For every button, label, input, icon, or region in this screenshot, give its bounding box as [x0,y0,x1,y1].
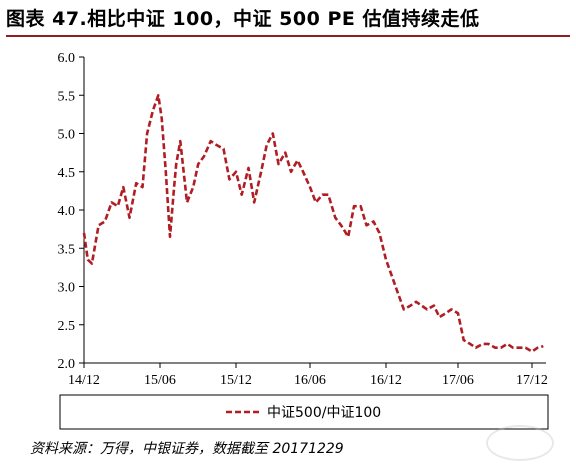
axes [83,57,546,364]
x-axis-ticks: 14/12 15/06 15/12 16/06 16/12 17/06 17/12 [68,363,548,388]
x-tick-label: 15/06 [144,373,176,388]
series-layer [82,93,544,353]
y-tick-label: 3.0 [58,281,76,296]
series-line [82,93,544,353]
x-tick-label: 17/06 [442,373,474,388]
x-tick-label: 16/06 [294,373,326,388]
chart-title: 图表 47.相比中证 100，中证 500 PE 估值持续走低 [6,8,480,30]
y-tick-label: 5.0 [58,128,76,143]
y-tick-label: 3.5 [58,242,76,257]
x-tick-label: 14/12 [68,373,100,388]
y-tick-label: 5.5 [58,89,76,104]
pe-ratio-line-chart: 6.0 5.5 5.0 4.5 4.0 3.5 3.0 2.5 2.0 14/12 15/06 15… [58,51,549,430]
y-tick-label: 2.5 [58,319,76,334]
legend: 中证500/中证100 [59,394,549,430]
watermark-seal [486,425,554,461]
legend-box [59,394,549,430]
y-tick-label: 2.0 [58,357,76,372]
x-tick-label: 15/12 [220,373,252,388]
x-tick-label: 16/12 [370,373,402,388]
y-tick-label: 4.5 [58,166,76,181]
y-axis-ticks: 6.0 5.5 5.0 4.5 4.0 3.5 3.0 2.5 2.0 [58,51,84,372]
x-tick-label: 17/12 [516,373,548,388]
legend-label: 中证500/中证100 [267,405,381,421]
y-tick-label: 6.0 [58,51,76,66]
title-divider [6,35,570,37]
y-tick-label: 4.0 [58,204,76,219]
source-note: 资料来源：万得，中银证券，数据截至 20171229 [30,441,344,457]
